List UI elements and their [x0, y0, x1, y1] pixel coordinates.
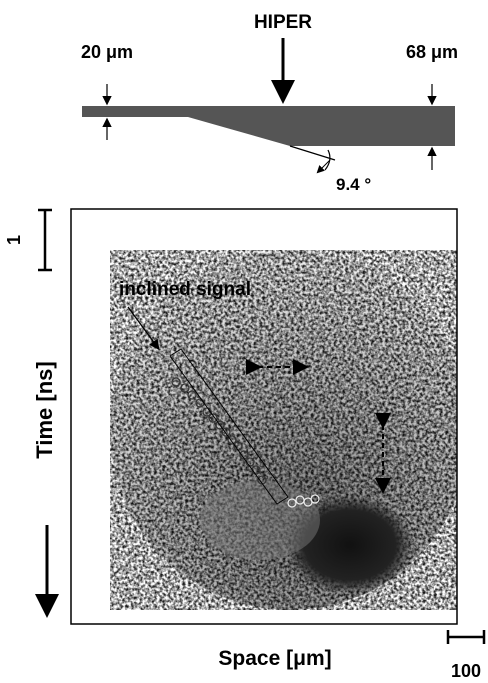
angle-arrow: [316, 159, 331, 174]
signal-label: inclined signal: [119, 279, 251, 300]
angle-mark: [289, 145, 336, 171]
y-axis-label: Time [ns]: [32, 361, 57, 458]
target: [82, 106, 455, 146]
signal-arrow: [127, 306, 160, 351]
thin-label: 20 μm: [81, 42, 133, 62]
thick-label: 68 μm: [406, 42, 458, 62]
space-scale-label: 100: [451, 661, 481, 681]
signal-points: [171, 377, 267, 485]
time-scale-bar: [38, 208, 52, 272]
time-scale-label: 1: [4, 235, 24, 245]
x-axis-label: Space [μm]: [218, 647, 331, 670]
space-scale-bar: [446, 630, 486, 644]
angle-label: 9.4 °: [336, 175, 371, 194]
panel-frame: [70, 208, 458, 625]
signal-box: [169, 348, 289, 505]
white-points: [287, 494, 320, 508]
beam-label: HIPER: [254, 12, 312, 33]
streak-image: [110, 250, 457, 610]
